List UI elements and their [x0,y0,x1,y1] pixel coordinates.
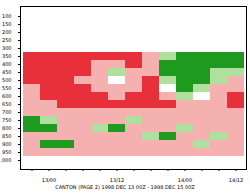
svg-text:650: 650 [2,101,12,107]
svg-text:14/00: 14/00 [178,177,192,183]
svg-text:300: 300 [2,45,12,51]
svg-text:850: 850 [2,133,12,139]
svg-text:150: 150 [2,21,12,27]
svg-text:700: 700 [2,109,12,115]
svg-text:13/00: 13/00 [42,177,56,183]
svg-text:100: 100 [2,13,12,19]
svg-text:800: 800 [2,125,12,131]
svg-text:750: 750 [2,117,12,123]
svg-text:450: 450 [2,69,12,75]
svg-text:14/12: 14/12 [229,177,243,183]
html-text:CANTON (PAGE 2) 1998 DEC 13 00: CANTON (PAGE 2) 1998 DEC 13 00Z - 1998 D… [55,184,195,190]
svg-text:500: 500 [2,77,12,83]
svg-text:900: 900 [2,141,12,147]
svg-text:350: 350 [2,53,12,59]
svg-text:1,000: 1,000 [0,157,12,163]
svg-text:400: 400 [2,61,12,67]
svg-text:250: 250 [2,37,12,43]
svg-text:600: 600 [2,93,12,99]
svg-text:950: 950 [2,149,12,155]
svg-text:550: 550 [2,85,12,91]
svg-text:13/12: 13/12 [110,177,124,183]
svg-text:200: 200 [2,29,12,35]
